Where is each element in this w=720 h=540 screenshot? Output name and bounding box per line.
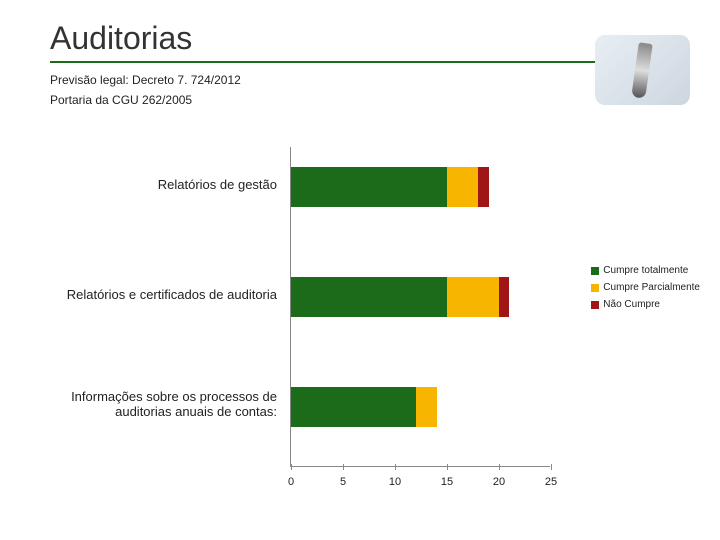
chart-container: 0510152025 Relatórios de gestãoRelatório… [50, 147, 690, 497]
subtitle-portaria: Portaria da CGU 262/2005 [50, 93, 690, 107]
x-tick-label: 15 [441, 476, 453, 488]
x-tick-label: 5 [340, 476, 346, 488]
bar-segment [291, 277, 447, 317]
bar-segment [447, 277, 499, 317]
bar-segment [478, 167, 488, 207]
category-label: Relatórios e certificados de auditoria [50, 287, 285, 302]
legend-swatch [591, 301, 599, 309]
x-tick [551, 464, 552, 470]
page-title: Auditorias [50, 20, 610, 63]
category-label: Informações sobre os processos de audito… [50, 389, 285, 419]
x-tick-label: 25 [545, 476, 557, 488]
bar-row [291, 387, 550, 427]
bar-segment [499, 277, 509, 317]
bar-row [291, 277, 550, 317]
x-tick [291, 464, 292, 470]
x-tick [447, 464, 448, 470]
bar-row [291, 167, 550, 207]
bar-segment [291, 387, 416, 427]
legend-item: Cumpre totalmente [591, 265, 700, 276]
legend-item: Cumpre Parcialmente [591, 282, 700, 293]
decorative-image [595, 35, 690, 105]
x-tick [499, 464, 500, 470]
bar-segment [416, 387, 437, 427]
category-label: Relatórios de gestão [50, 177, 285, 192]
legend-label: Não Cumpre [603, 299, 660, 310]
bar-segment [291, 167, 447, 207]
legend-label: Cumpre totalmente [603, 265, 688, 276]
x-tick [343, 464, 344, 470]
subtitle-legal: Previsão legal: Decreto 7. 724/2012 [50, 73, 690, 87]
chart-plot: 0510152025 [290, 147, 550, 467]
x-tick-label: 10 [389, 476, 401, 488]
x-tick [395, 464, 396, 470]
legend-swatch [591, 267, 599, 275]
chart-legend: Cumpre totalmente Cumpre Parcialmente Não … [591, 265, 700, 316]
legend-item: Não Cumpre [591, 299, 700, 310]
x-tick-label: 20 [493, 476, 505, 488]
legend-swatch [591, 284, 599, 292]
bar-segment [447, 167, 478, 207]
x-tick-label: 0 [288, 476, 294, 488]
legend-label: Cumpre Parcialmente [603, 282, 700, 293]
